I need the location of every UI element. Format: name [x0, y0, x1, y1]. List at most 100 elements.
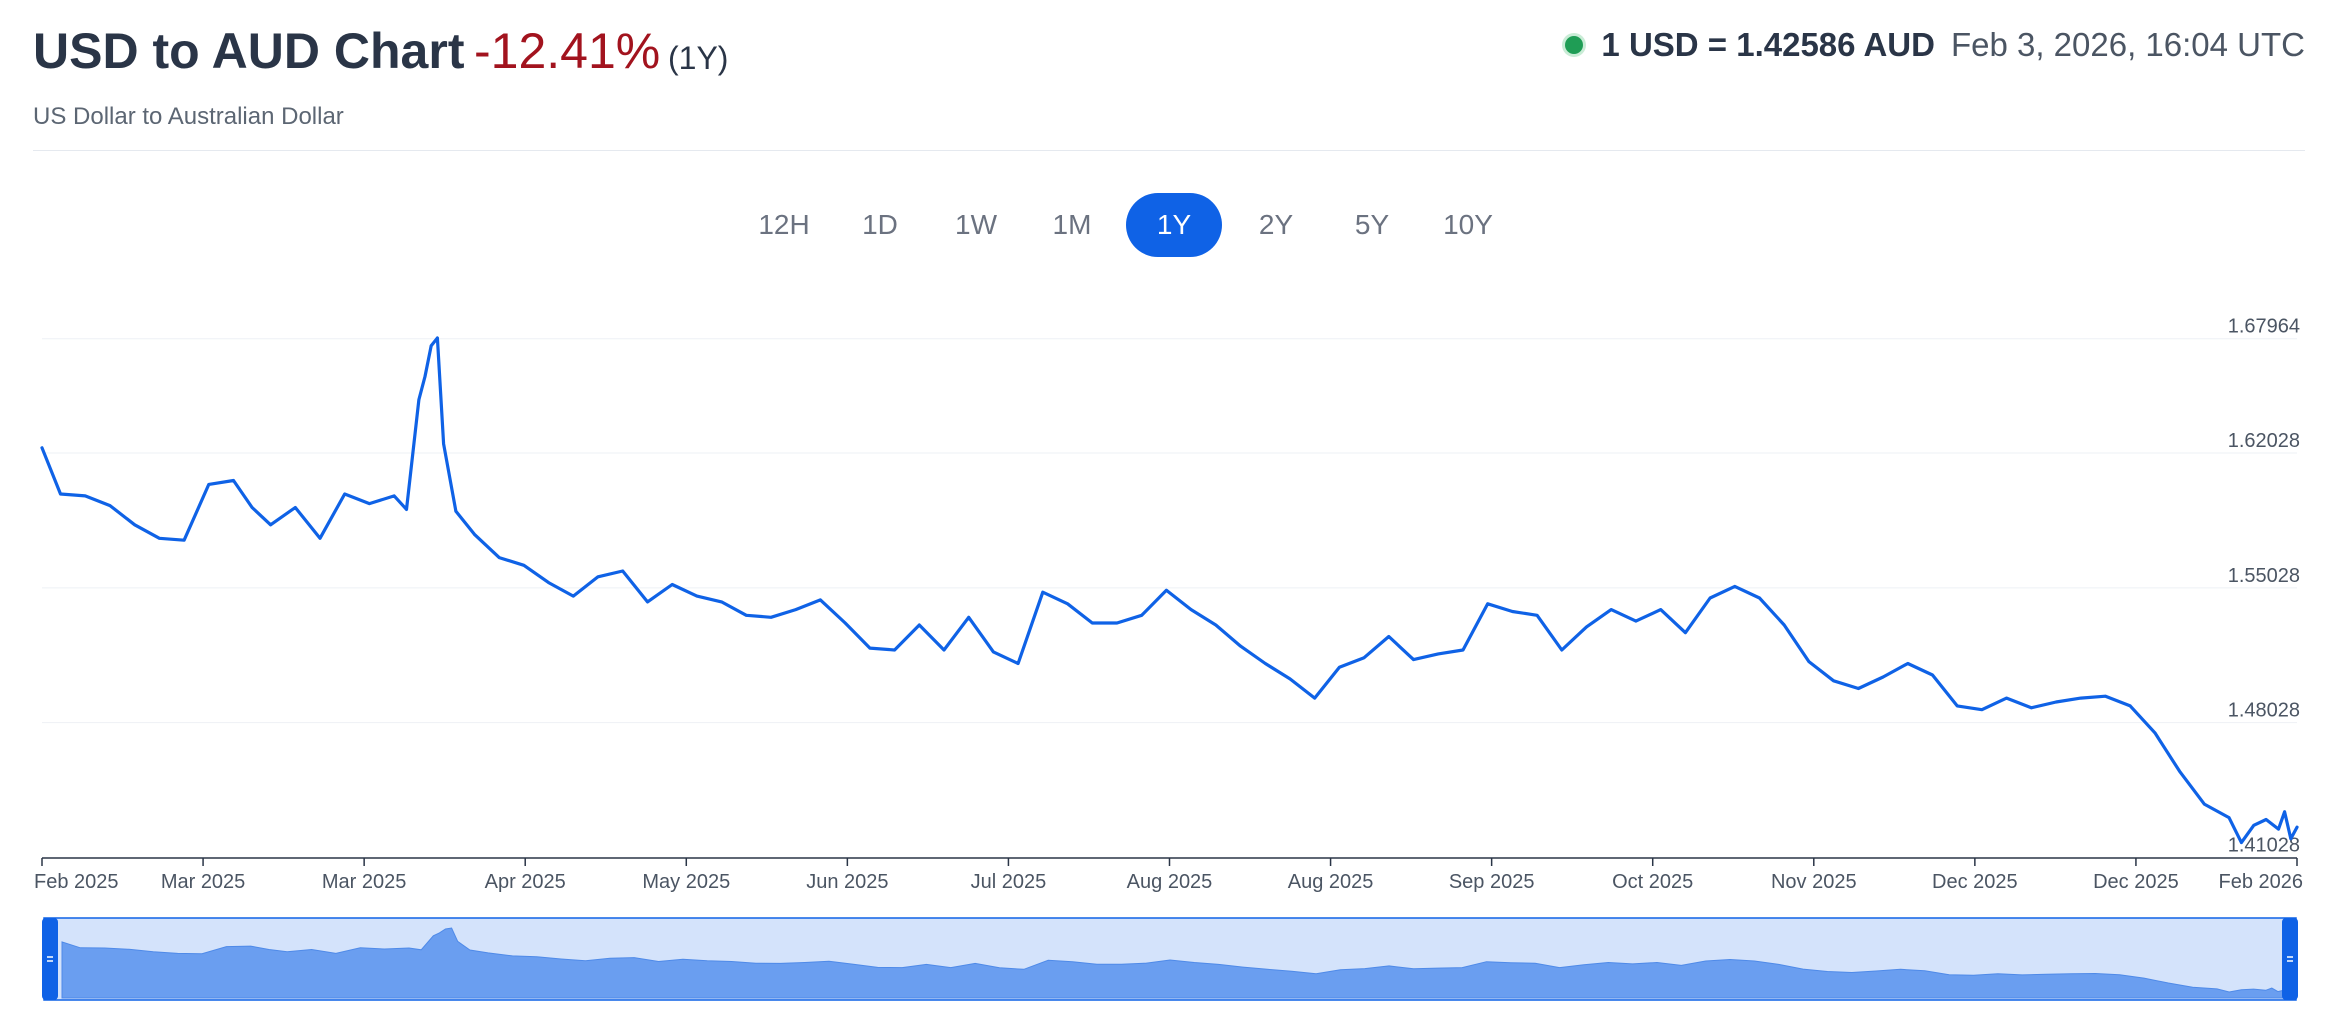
percent-change: -12.41% [474, 23, 661, 79]
data-point [158, 536, 161, 540]
x-tick-label: Aug 2025 [1288, 871, 1374, 893]
y-tick-label: 1.55028 [2228, 565, 2300, 587]
y-tick-label: 1.48028 [2228, 700, 2300, 722]
x-tick-label: Feb 2026 [2218, 871, 2303, 893]
data-point [1708, 596, 1712, 600]
data-point [2295, 825, 2299, 829]
x-tick-label: Feb 2025 [34, 871, 119, 893]
data-point [40, 446, 44, 450]
navigator-right-handle[interactable] [2282, 918, 2298, 1000]
data-point [1585, 625, 1588, 629]
data-point [1931, 673, 1934, 677]
tab-5y[interactable]: 5Y [1354, 209, 1390, 240]
live-status-icon [1565, 36, 1584, 54]
data-point [294, 506, 297, 509]
data-point [2289, 837, 2293, 841]
data-point [992, 650, 995, 654]
data-point [1288, 677, 1292, 681]
data-point [2252, 823, 2256, 827]
data-point [1980, 708, 1984, 712]
data-point [843, 621, 847, 625]
data-point [1758, 596, 1761, 600]
data-point [2104, 694, 2107, 698]
data-point [1338, 666, 1341, 669]
data-point [1832, 679, 1835, 683]
data-point [108, 504, 112, 507]
data-point [83, 494, 87, 498]
x-tick-label: Mar 2025 [161, 871, 246, 893]
data-point [794, 608, 798, 611]
data-point [2178, 770, 2181, 773]
data-point [1955, 704, 1959, 708]
chart-title: USD to AUD Chart [33, 23, 465, 79]
data-point [1412, 658, 1415, 661]
data-point [2283, 810, 2286, 814]
data-point [318, 536, 322, 540]
x-tick-label: Jul 2025 [971, 871, 1047, 893]
data-point [2240, 841, 2243, 844]
data-point [1461, 648, 1465, 652]
data-point [417, 398, 421, 401]
data-point [454, 510, 458, 513]
data-point [2277, 827, 2280, 831]
navigator-area [61, 927, 2285, 999]
live-rate: 1 USD = 1.42586 AUD Feb 3, 2026, 16:04 U… [1565, 26, 2305, 64]
x-tick-label: Nov 2025 [1771, 871, 1857, 893]
data-point [405, 508, 408, 511]
data-point [392, 494, 396, 498]
tab-12h[interactable]: 12H [758, 209, 810, 240]
data-point [1090, 621, 1094, 625]
data-point [436, 336, 439, 340]
y-tick-label: 1.67964 [2228, 316, 2300, 338]
data-point [497, 556, 501, 559]
navigator-left-handle[interactable] [42, 918, 58, 1000]
data-point [1659, 608, 1662, 611]
current-rate: 1 USD = 1.42586 AUD [1601, 26, 1935, 63]
data-point [522, 563, 526, 567]
tab-1d[interactable]: 1D [862, 209, 898, 240]
data-point [1189, 608, 1193, 611]
tab-1w[interactable]: 1W [955, 209, 997, 240]
x-tick-label: May 2025 [642, 871, 730, 893]
data-point [343, 492, 347, 496]
data-point [1535, 614, 1539, 617]
data-point [1857, 687, 1860, 690]
data-point [2128, 704, 2132, 708]
data-point [473, 533, 476, 536]
tab-10y[interactable]: 10Y [1443, 209, 1493, 240]
x-tick-label: Mar 2025 [322, 871, 407, 893]
data-point [2079, 696, 2083, 700]
data-point [1066, 602, 1069, 606]
data-point [1362, 656, 1366, 660]
x-tick-label: Jun 2025 [806, 871, 888, 893]
data-point [547, 581, 550, 584]
data-point [893, 648, 896, 652]
data-point [1115, 621, 1119, 625]
tab-1m[interactable]: 1M [1052, 209, 1092, 240]
data-point [232, 479, 235, 482]
data-point [133, 523, 136, 527]
time-range-tabs: 12H 1D 1W 1M 1Y 2Y 5Y 10Y [742, 193, 1510, 257]
data-point [769, 615, 773, 619]
data-point [1140, 614, 1143, 617]
data-point [1881, 675, 1885, 679]
data-point [967, 615, 971, 619]
series-line [40, 336, 2299, 845]
data-point [1016, 662, 1020, 665]
data-point [2227, 816, 2231, 819]
data-point [1214, 623, 1218, 627]
data-point [646, 600, 649, 604]
data-point [720, 600, 723, 604]
data-point [59, 492, 62, 496]
x-tick-label: Oct 2025 [1612, 871, 1693, 893]
tab-2y[interactable]: 2Y [1258, 209, 1294, 240]
tab-1y[interactable]: 1Y [1126, 193, 1222, 257]
data-point [1733, 585, 1737, 588]
change-period: (1Y) [668, 40, 729, 76]
data-point [1560, 648, 1564, 652]
data-point [368, 502, 371, 505]
data-point [1807, 660, 1811, 663]
data-point [917, 623, 921, 627]
pair-subtitle: US Dollar to Australian Dollar [33, 103, 344, 130]
data-point [819, 598, 822, 602]
